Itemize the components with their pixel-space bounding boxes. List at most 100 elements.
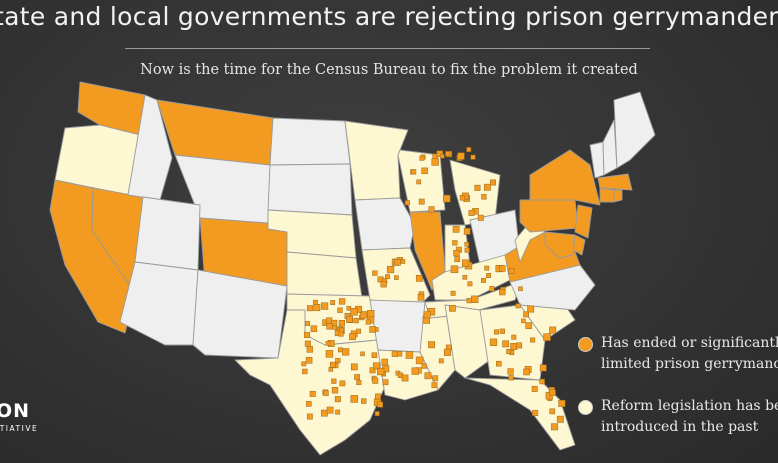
state-mt bbox=[156, 99, 274, 166]
local-government-marker bbox=[484, 183, 491, 191]
local-government-marker bbox=[369, 326, 376, 333]
local-government-marker bbox=[328, 367, 334, 372]
local-government-marker bbox=[337, 307, 343, 313]
local-government-marker bbox=[346, 315, 353, 323]
local-government-marker bbox=[438, 358, 444, 364]
local-government-marker bbox=[325, 350, 334, 358]
local-government-marker bbox=[354, 374, 360, 380]
local-government-marker bbox=[556, 415, 564, 423]
local-government-marker bbox=[481, 194, 487, 200]
local-government-marker bbox=[411, 367, 419, 375]
state-nd bbox=[269, 117, 351, 166]
local-government-marker bbox=[338, 331, 344, 337]
local-government-marker bbox=[326, 406, 334, 414]
state-ar bbox=[369, 299, 426, 353]
local-government-marker bbox=[421, 363, 427, 369]
local-government-marker bbox=[511, 334, 517, 340]
local-government-marker bbox=[312, 299, 318, 305]
local-government-marker bbox=[496, 360, 502, 367]
local-government-marker bbox=[549, 389, 556, 396]
local-government-marker bbox=[484, 265, 490, 271]
state-fl bbox=[464, 377, 576, 451]
local-government-marker bbox=[499, 328, 505, 334]
local-government-marker bbox=[359, 311, 368, 319]
local-government-marker bbox=[374, 411, 380, 416]
local-government-marker bbox=[515, 303, 521, 309]
local-government-marker bbox=[404, 200, 410, 206]
local-government-marker bbox=[301, 361, 307, 367]
local-government-marker bbox=[356, 379, 362, 385]
local-government-marker bbox=[334, 396, 341, 403]
local-government-marker bbox=[493, 329, 499, 335]
local-government-marker bbox=[419, 155, 425, 161]
local-government-marker bbox=[527, 305, 535, 313]
local-government-marker bbox=[339, 380, 346, 387]
local-government-marker bbox=[382, 379, 389, 386]
local-government-marker bbox=[551, 423, 559, 431]
state-az bbox=[119, 261, 199, 346]
legend-swatch-reform bbox=[578, 400, 593, 415]
local-government-marker bbox=[401, 374, 409, 382]
local-government-marker bbox=[481, 278, 486, 283]
organization-logo: ON ITIATIVE bbox=[0, 400, 38, 433]
local-government-marker bbox=[331, 387, 339, 394]
local-government-marker bbox=[329, 361, 336, 368]
local-government-marker bbox=[342, 348, 350, 356]
state-ia bbox=[354, 197, 416, 251]
local-government-marker bbox=[350, 395, 359, 403]
local-government-marker bbox=[372, 362, 380, 370]
local-government-marker bbox=[454, 256, 461, 263]
state-pa bbox=[519, 199, 579, 233]
local-government-marker bbox=[502, 340, 510, 348]
local-government-marker bbox=[423, 311, 431, 319]
local-government-marker bbox=[309, 390, 316, 397]
local-government-marker bbox=[394, 275, 399, 280]
local-government-marker bbox=[431, 382, 438, 389]
local-government-marker bbox=[405, 351, 414, 359]
local-government-marker bbox=[349, 333, 356, 341]
local-government-marker bbox=[338, 320, 345, 327]
local-government-marker bbox=[489, 338, 498, 346]
local-government-marker bbox=[499, 265, 506, 272]
local-government-marker bbox=[416, 179, 422, 185]
local-government-marker bbox=[486, 273, 491, 278]
local-government-marker bbox=[464, 241, 470, 247]
local-government-marker bbox=[369, 367, 376, 374]
local-government-marker bbox=[466, 147, 472, 152]
local-government-marker bbox=[418, 198, 425, 205]
local-government-marker bbox=[417, 294, 425, 301]
local-government-marker bbox=[432, 375, 439, 382]
local-government-marker bbox=[516, 342, 523, 349]
local-government-marker bbox=[530, 337, 536, 343]
local-government-marker bbox=[521, 318, 526, 324]
local-government-marker bbox=[305, 321, 310, 326]
local-government-marker bbox=[424, 372, 432, 380]
local-government-marker bbox=[338, 298, 346, 305]
local-government-marker bbox=[439, 154, 445, 159]
local-government-marker bbox=[453, 249, 460, 257]
local-government-marker bbox=[335, 357, 341, 364]
local-government-marker bbox=[415, 356, 424, 365]
local-government-marker bbox=[539, 364, 547, 372]
local-government-marker bbox=[305, 401, 312, 407]
local-government-marker bbox=[428, 206, 435, 213]
state-md bbox=[544, 231, 576, 259]
logo-main-text: ON bbox=[0, 400, 31, 422]
legend-label-reform: Reform legislation has be introduced in … bbox=[601, 398, 778, 435]
local-government-marker bbox=[508, 375, 514, 381]
local-government-marker bbox=[375, 393, 381, 400]
local-government-marker bbox=[474, 184, 481, 191]
local-government-marker bbox=[360, 351, 365, 357]
state-nm bbox=[192, 269, 288, 359]
local-government-marker bbox=[377, 367, 385, 376]
local-government-marker bbox=[331, 319, 338, 326]
local-government-marker bbox=[450, 290, 456, 296]
local-government-marker bbox=[463, 228, 471, 235]
local-government-marker bbox=[532, 409, 539, 416]
local-government-marker bbox=[380, 281, 387, 288]
local-government-marker bbox=[385, 274, 390, 280]
state-ma bbox=[597, 173, 633, 191]
local-government-marker bbox=[506, 349, 512, 355]
state-ks bbox=[286, 251, 363, 299]
